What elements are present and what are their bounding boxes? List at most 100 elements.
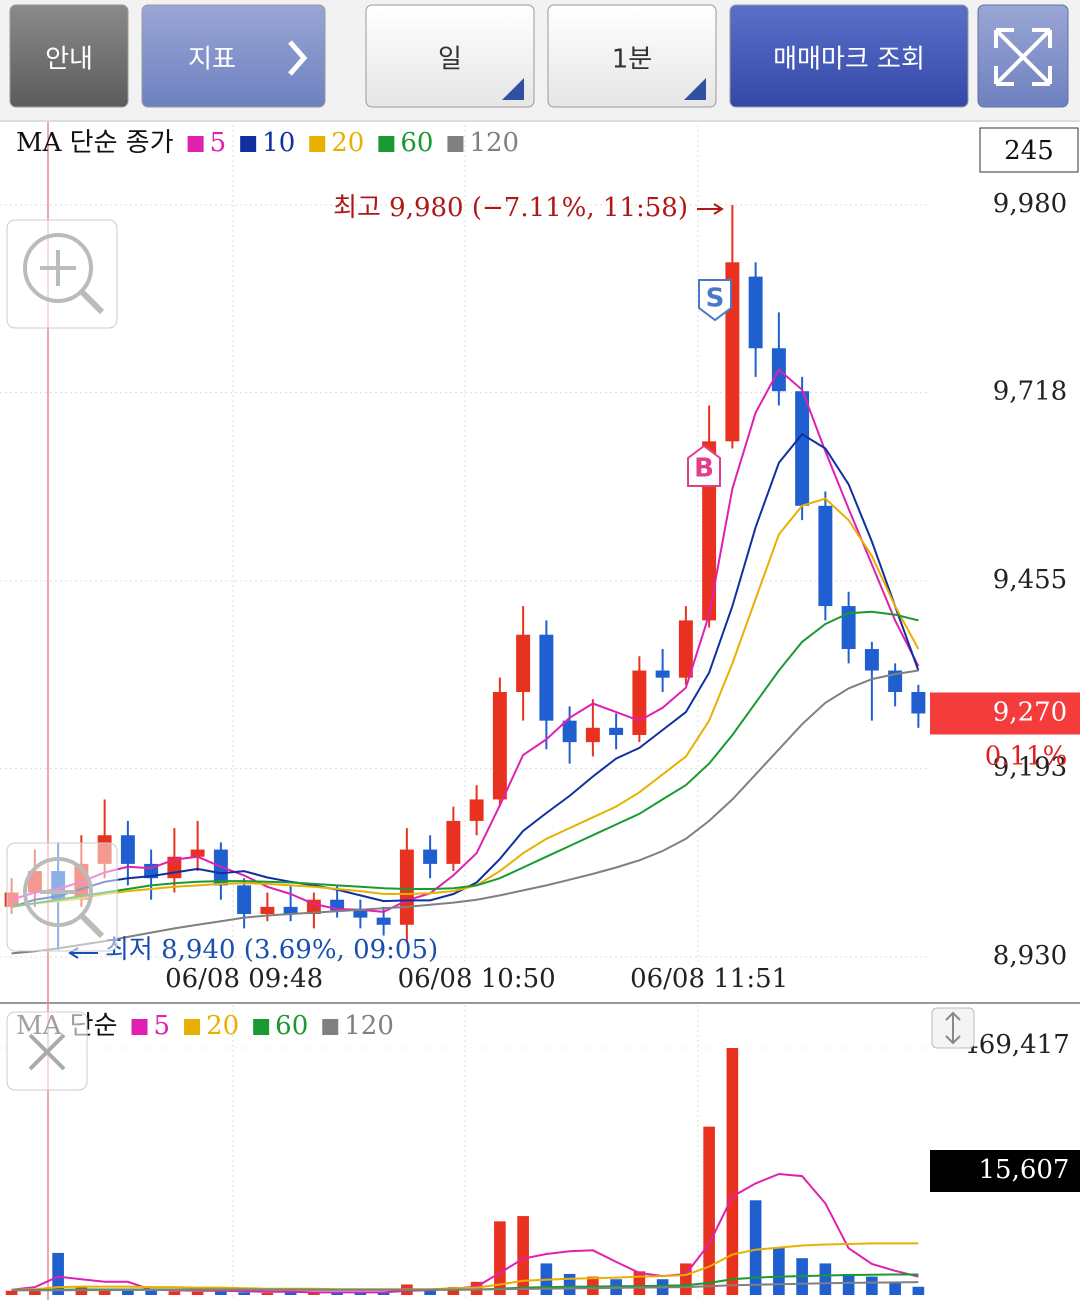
toolbar-button[interactable]: 매매마크 조회 — [729, 4, 969, 108]
legend-swatch — [184, 1019, 201, 1035]
y-tick-label: 9,980 — [993, 189, 1067, 219]
y-tick-label: 9,718 — [993, 377, 1067, 407]
candle-body — [562, 720, 577, 743]
candle-body — [446, 820, 461, 864]
volume-bar — [5, 1290, 18, 1295]
volume-bar — [494, 1221, 506, 1295]
ma-line — [11, 1281, 919, 1292]
volume-bar — [52, 1252, 64, 1295]
close-button[interactable] — [6, 1011, 88, 1091]
volume-bar — [308, 1292, 320, 1295]
volume-bar — [122, 1290, 134, 1295]
volume-bar — [773, 1247, 785, 1295]
trade-mark-shape — [698, 279, 732, 322]
candle-body — [283, 906, 298, 915]
trade-mark-label: S — [706, 284, 725, 314]
candle-body — [539, 634, 554, 721]
count-label: 245 — [1004, 136, 1054, 166]
candle-body — [469, 799, 484, 821]
button-label[interactable]: 1분 — [612, 45, 652, 75]
candle-body — [841, 606, 856, 650]
legend-label: 20 — [331, 128, 364, 158]
zoom-out[interactable] — [6, 842, 118, 952]
zoom-in[interactable] — [6, 219, 118, 329]
volume-bar — [680, 1263, 692, 1295]
button-bg[interactable] — [729, 4, 969, 108]
x-tick-label: 06/08 10:50 — [398, 964, 556, 994]
high-annotation: 최고 9,980 (−7.11%, 11:58) — [333, 193, 688, 223]
candle-body — [795, 391, 810, 506]
button-label[interactable]: 일 — [438, 45, 462, 75]
button-label[interactable]: 안내 — [45, 45, 93, 75]
toolbar-button[interactable]: 지표 — [141, 4, 326, 108]
candle-body — [864, 649, 879, 671]
current-price-box — [930, 692, 1080, 735]
candle-body — [120, 835, 135, 864]
toolbar-button[interactable]: 안내 — [9, 4, 129, 108]
candle-body — [516, 634, 531, 693]
volume-bar — [912, 1286, 925, 1295]
dropdown-corner[interactable] — [502, 78, 524, 100]
x-tick-label: 06/08 09:48 — [165, 964, 323, 994]
volume-bar — [377, 1291, 390, 1295]
volume-bar — [447, 1287, 460, 1295]
candle-body — [423, 849, 438, 864]
candle-body — [492, 692, 507, 800]
button-label[interactable]: 매매마크 조회 — [773, 45, 925, 75]
legend-swatch — [131, 1019, 148, 1035]
candle-body — [748, 276, 763, 349]
button-bg[interactable] — [141, 4, 326, 108]
volume-bar — [354, 1292, 367, 1295]
volume-bar — [168, 1291, 181, 1295]
legend-label: 20 — [206, 1011, 239, 1041]
y-tick-label: 469,417 — [962, 1030, 1070, 1060]
legend-swatch — [253, 1019, 270, 1035]
candle-body — [655, 670, 670, 678]
button-bg[interactable] — [9, 4, 129, 108]
volume-bar — [215, 1290, 227, 1295]
legend-swatch — [447, 136, 464, 152]
volume-bar — [238, 1292, 250, 1295]
expand-button[interactable] — [977, 4, 1069, 108]
legend-label: 60 — [275, 1011, 308, 1041]
y-tick-label: 9,455 — [993, 565, 1067, 595]
y-tick-label: 9,193 — [993, 753, 1067, 783]
legend-label: 10 — [262, 128, 295, 158]
candle-body — [237, 885, 252, 915]
legend-swatch — [240, 136, 257, 152]
volume-bar — [284, 1291, 297, 1295]
ma-line — [11, 610, 919, 908]
legend-label: 60 — [400, 128, 433, 158]
current-price-label: 9,270 — [993, 697, 1067, 727]
x-tick-label: 06/08 11:51 — [630, 964, 788, 994]
candle-body — [353, 910, 368, 918]
volume-bar — [424, 1288, 436, 1295]
current-volume-box — [930, 1150, 1080, 1192]
button-label[interactable]: 지표 — [188, 45, 236, 75]
dropdown-corner[interactable] — [684, 78, 706, 100]
ma-line — [11, 368, 920, 913]
legend-swatch — [378, 136, 395, 152]
volume-bar — [726, 1048, 739, 1295]
arrow — [697, 203, 724, 215]
resize-button[interactable] — [931, 1007, 975, 1049]
volume-bar — [563, 1273, 576, 1295]
toolbar-button[interactable]: 1분 — [547, 4, 717, 108]
trade-mark-label: B — [694, 454, 714, 484]
button-bg[interactable] — [365, 4, 535, 108]
volume-bar — [29, 1288, 41, 1295]
volume-bar — [889, 1281, 901, 1295]
legend-label: 120 — [344, 1011, 394, 1041]
candle-body — [609, 727, 624, 735]
volume-bar — [703, 1126, 715, 1295]
candle-body — [818, 505, 833, 607]
chevron[interactable] — [288, 40, 308, 76]
volume-bar — [819, 1263, 832, 1295]
current-volume-label: 15,607 — [979, 1155, 1070, 1185]
button-bg[interactable] — [547, 4, 717, 108]
candle-body — [888, 670, 903, 693]
toolbar-button[interactable]: 일 — [365, 4, 535, 108]
volume-bar — [261, 1292, 274, 1295]
